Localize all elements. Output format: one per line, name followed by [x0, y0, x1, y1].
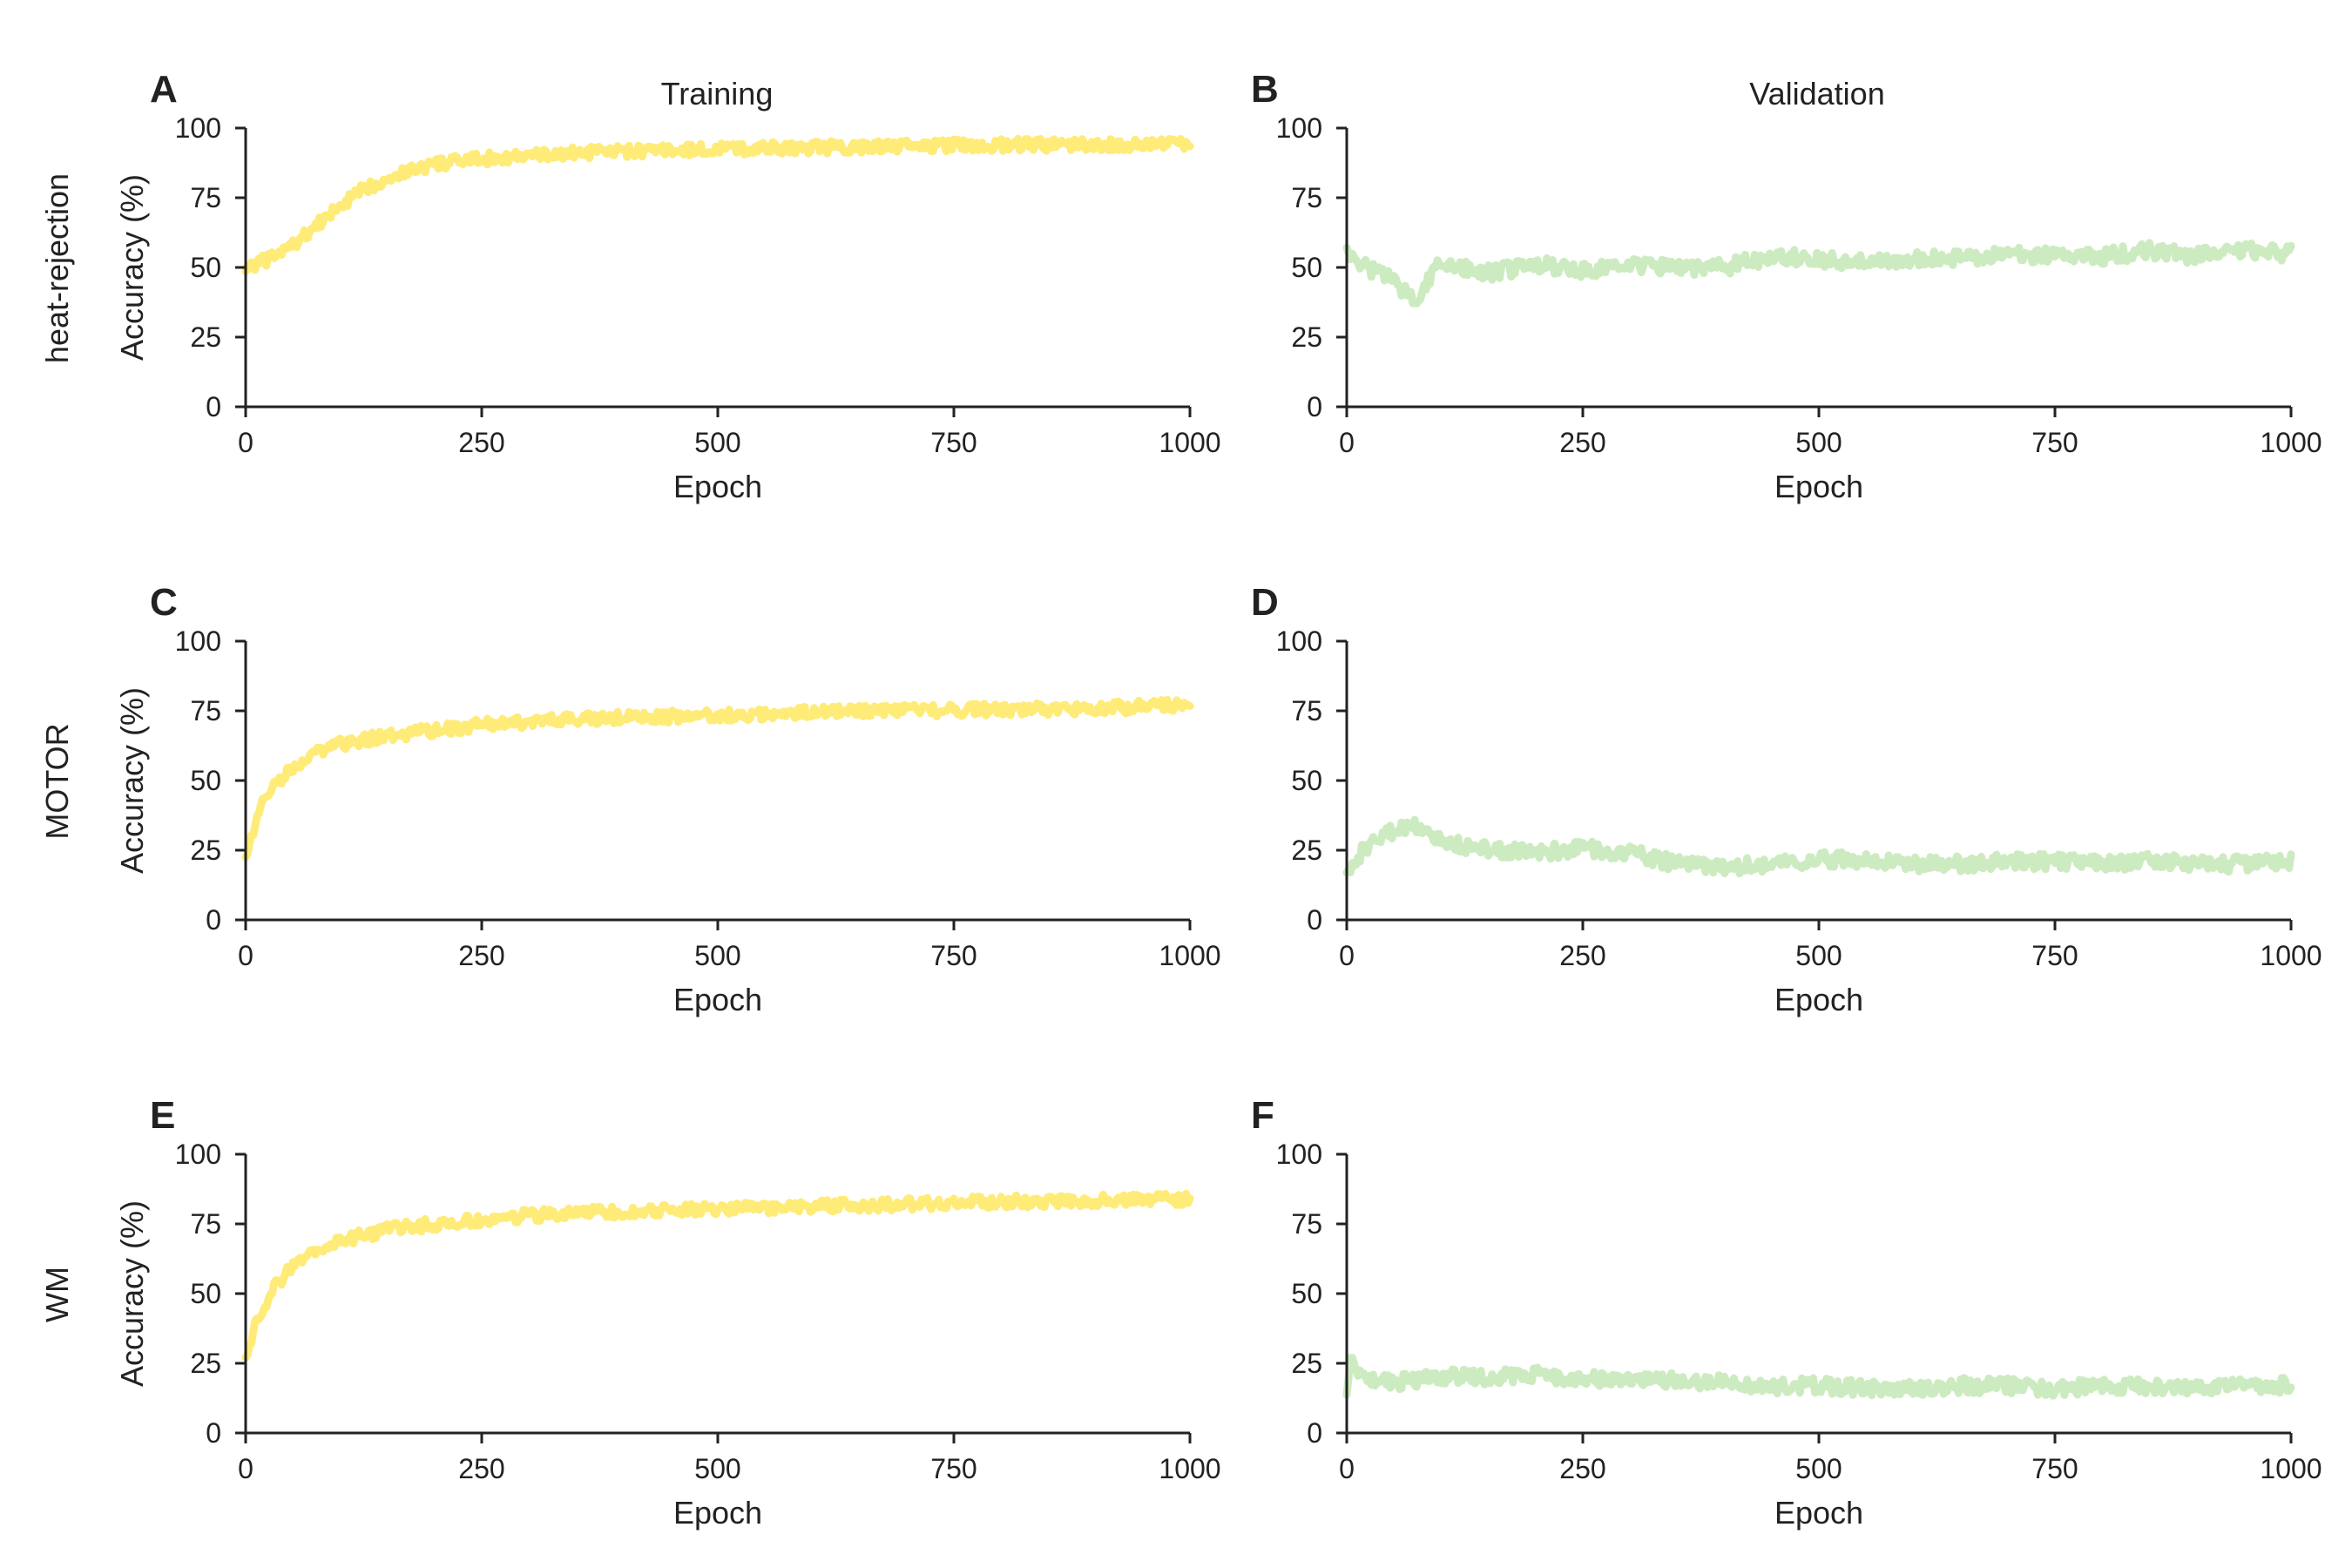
- x-tick-label-f: 750: [2031, 1453, 2078, 1484]
- y-tick-label-f: 75: [1291, 1208, 1322, 1240]
- row-label-heat-rejection: heat-rejection: [39, 173, 75, 363]
- x-tick-label-b: 500: [1795, 427, 1842, 458]
- x-tick-label-c: 1000: [1159, 940, 1220, 971]
- x-axis-title-d: Epoch: [1774, 982, 1863, 1017]
- panel-letter-f: F: [1251, 1094, 1274, 1137]
- x-tick-label-e: 500: [694, 1453, 740, 1484]
- x-tick-label-c: 500: [694, 940, 740, 971]
- y-tick-label-c: 50: [190, 765, 221, 796]
- y-tick-label-a: 50: [190, 252, 221, 283]
- y-tick-label-a: 100: [175, 112, 221, 144]
- x-tick-label-c: 750: [930, 940, 977, 971]
- x-axis-title-f: Epoch: [1774, 1495, 1863, 1531]
- x-axis-title-c: Epoch: [673, 982, 762, 1017]
- y-tick-label-f: 50: [1291, 1278, 1322, 1309]
- y-tick-label-e: 0: [206, 1417, 221, 1449]
- series-line-e: [241, 1189, 1194, 1362]
- y-tick-label-b: 50: [1291, 252, 1322, 283]
- y-axis-title-c: Accuracy (%): [114, 687, 150, 874]
- x-tick-label-e: 1000: [1159, 1453, 1220, 1484]
- y-tick-label-c: 75: [190, 695, 221, 727]
- y-tick-label-c: 0: [206, 904, 221, 936]
- x-tick-label-e: 750: [930, 1453, 977, 1484]
- y-tick-label-b: 0: [1307, 391, 1322, 422]
- y-tick-label-a: 75: [190, 182, 221, 213]
- y-tick-label-f: 100: [1276, 1139, 1322, 1170]
- series-line-c: [241, 695, 1194, 862]
- x-tick-label-b: 250: [1559, 427, 1605, 458]
- y-tick-label-b: 100: [1276, 112, 1322, 144]
- y-tick-label-f: 0: [1307, 1417, 1322, 1449]
- x-tick-label-d: 0: [1339, 940, 1355, 971]
- x-tick-label-d: 500: [1795, 940, 1842, 971]
- panel-letter-b: B: [1251, 68, 1279, 111]
- y-tick-label-c: 100: [175, 625, 221, 657]
- row-label-wm: WM: [39, 1267, 75, 1322]
- x-tick-label-d: 750: [2031, 940, 2078, 971]
- y-tick-label-d: 0: [1307, 904, 1322, 936]
- y-tick-label-e: 75: [190, 1208, 221, 1240]
- y-axis-title-a: Accuracy (%): [114, 174, 150, 361]
- x-tick-label-c: 0: [238, 940, 253, 971]
- y-tick-label-a: 25: [190, 321, 221, 353]
- x-axis-title-e: Epoch: [673, 1495, 762, 1531]
- series-line-f: [1342, 1354, 2295, 1400]
- x-tick-label-a: 0: [238, 427, 253, 458]
- x-tick-label-d: 250: [1559, 940, 1605, 971]
- x-tick-label-f: 1000: [2260, 1453, 2322, 1484]
- y-tick-label-d: 50: [1291, 765, 1322, 796]
- y-tick-label-f: 25: [1291, 1348, 1322, 1379]
- y-axis-title-e: Accuracy (%): [114, 1200, 150, 1387]
- y-tick-label-e: 25: [190, 1348, 221, 1379]
- x-tick-label-b: 1000: [2260, 427, 2322, 458]
- panel-letter-e: E: [150, 1094, 175, 1137]
- x-tick-label-a: 750: [930, 427, 977, 458]
- column-title-validation: Validation: [1749, 76, 1884, 112]
- series-line-b: [1342, 239, 2295, 308]
- series-line-d: [1342, 815, 2295, 878]
- y-tick-label-c: 25: [190, 835, 221, 866]
- series-line-a: [241, 134, 1194, 275]
- y-tick-label-d: 75: [1291, 695, 1322, 727]
- x-tick-label-d: 1000: [2260, 940, 2322, 971]
- x-tick-label-a: 1000: [1159, 427, 1220, 458]
- x-tick-label-a: 250: [458, 427, 504, 458]
- x-tick-label-e: 250: [458, 1453, 504, 1484]
- panel-letter-d: D: [1251, 581, 1279, 624]
- x-tick-label-f: 0: [1339, 1453, 1355, 1484]
- y-tick-label-e: 100: [175, 1139, 221, 1170]
- x-tick-label-f: 250: [1559, 1453, 1605, 1484]
- panel-letter-c: C: [150, 581, 178, 624]
- x-tick-label-a: 500: [694, 427, 740, 458]
- y-tick-label-d: 100: [1276, 625, 1322, 657]
- x-tick-label-b: 0: [1339, 427, 1355, 458]
- y-tick-label-d: 25: [1291, 835, 1322, 866]
- y-tick-label-b: 75: [1291, 182, 1322, 213]
- x-tick-label-f: 500: [1795, 1453, 1842, 1484]
- x-tick-label-c: 250: [458, 940, 504, 971]
- y-tick-label-e: 50: [190, 1278, 221, 1309]
- x-axis-title-a: Epoch: [673, 469, 762, 504]
- y-tick-label-a: 0: [206, 391, 221, 422]
- x-tick-label-b: 750: [2031, 427, 2078, 458]
- x-axis-title-b: Epoch: [1774, 469, 1863, 504]
- x-tick-label-e: 0: [238, 1453, 253, 1484]
- column-title-training: Training: [661, 76, 774, 112]
- y-tick-label-b: 25: [1291, 321, 1322, 353]
- panel-letter-a: A: [150, 68, 178, 111]
- row-label-motor: MOTOR: [39, 723, 75, 839]
